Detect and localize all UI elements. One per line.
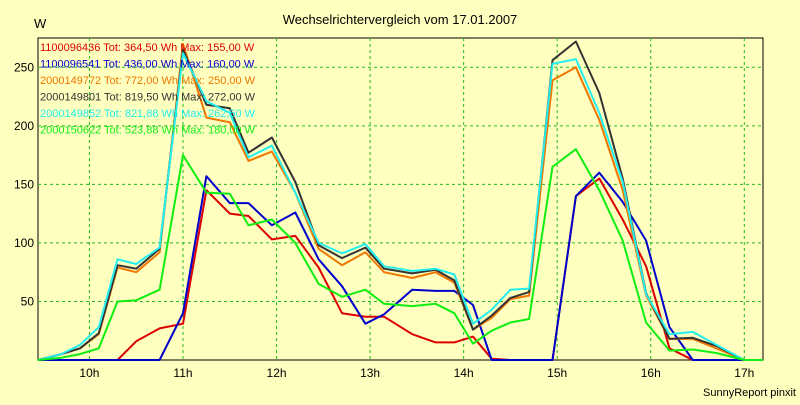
x-tick-label: 11h — [173, 366, 192, 380]
y-tick-label: 250 — [14, 60, 34, 74]
legend-entry-4: 2000149801 Tot: 819,50 Wh Max: 272,00 W — [40, 92, 256, 104]
x-tick-label: 10h — [79, 366, 99, 380]
x-tick-label: 14h — [454, 366, 474, 380]
y-tick-label: 100 — [14, 236, 34, 250]
series-line-2 — [38, 171, 763, 361]
y-axis-unit-label: W — [34, 16, 47, 31]
series-line-6 — [37, 148, 763, 361]
legend-entry-3: 2000149772 Tot: 772,00 Wh Max: 250,00 W — [40, 75, 256, 87]
x-tick-label: 16h — [641, 366, 661, 380]
legend-entry-1: 1100096436 Tot: 364,50 Wh Max: 155,00 W — [40, 42, 255, 54]
x-tick-label: 13h — [360, 366, 380, 380]
chart-footer: SunnyReport pinxit — [703, 387, 796, 399]
x-tick-label: 15h — [547, 366, 567, 380]
legend-entry-5: 2000149852 Tot: 821,88 Wh Max: 262,50 W — [40, 108, 256, 120]
plot-area: 50 100 150 200 250 10h 11h 12h 13h 14h 15h 16h 17h — [14, 37, 764, 380]
x-tick-label: 12h — [267, 366, 287, 380]
y-tick-label: 150 — [14, 177, 34, 191]
x-tick-label: 17h — [734, 366, 754, 380]
series-line-5 — [37, 52, 763, 361]
y-tick-label: 50 — [21, 294, 35, 308]
legend: 1100096436 Tot: 364,50 Wh Max: 155,00 W 1… — [40, 42, 256, 137]
chart-title: Wechselrichtervergleich vom 17.01.2007 — [283, 12, 518, 27]
plot-frame — [37, 37, 764, 361]
y-tick-label: 200 — [14, 119, 34, 133]
legend-entry-6: 2000150622 Tot: 523,88 Wh Max: 180,00 W — [40, 125, 256, 137]
legend-entry-2: 1100096541 Tot: 436,00 Wh Max: 160,00 W — [40, 59, 255, 71]
